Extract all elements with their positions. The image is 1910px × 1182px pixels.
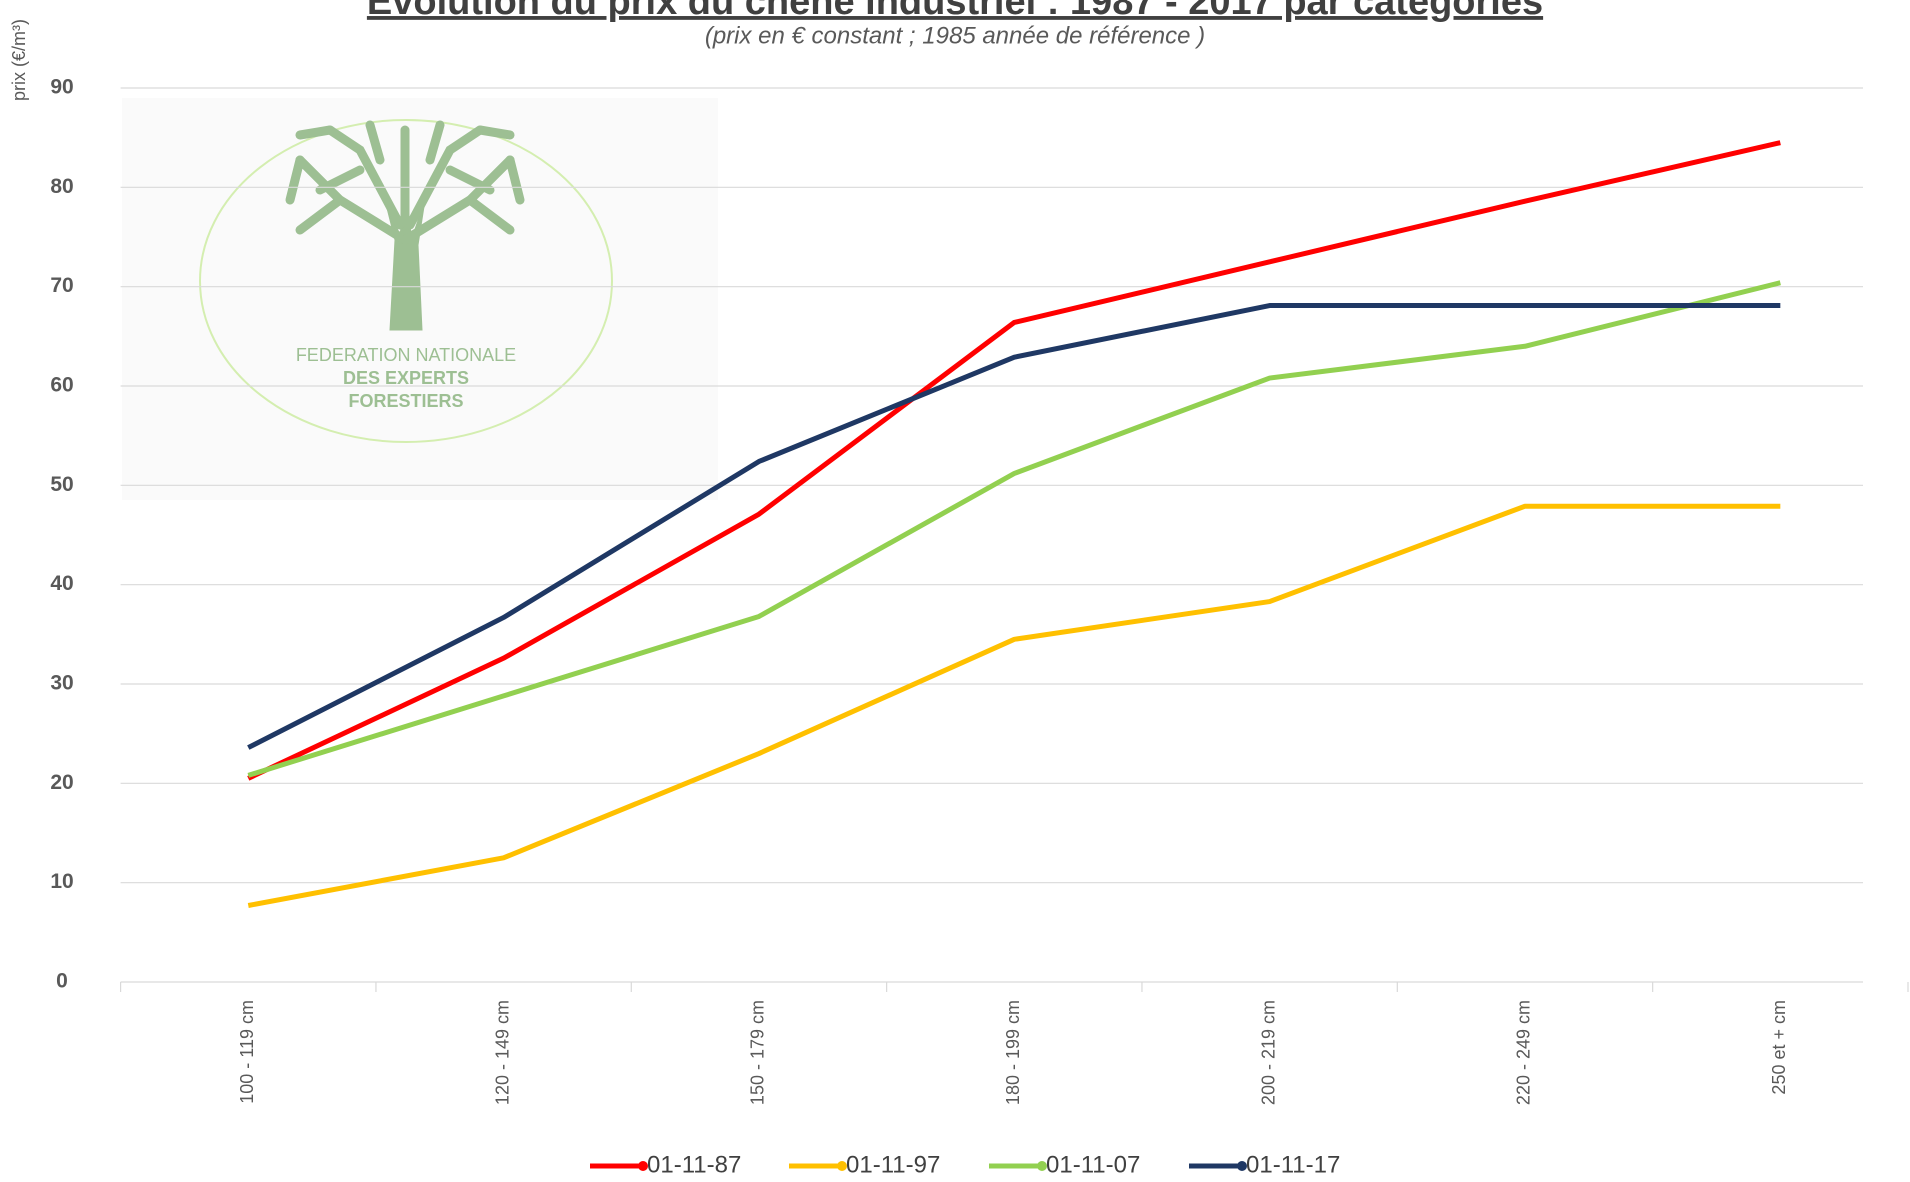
x-tick-label: 150 - 179 cm [748,1000,768,1105]
y-axis-label: prix (€/m³) [9,19,29,101]
legend-swatch-end [837,1161,847,1171]
legend-swatch-end [1037,1161,1047,1171]
x-tick-label: 220 - 249 cm [1514,1000,1534,1105]
y-tick-label: 80 [50,175,73,198]
y-tick-label: 90 [50,76,73,99]
line-series [247,280,1781,778]
line-series [247,303,1781,750]
y-tick-label: 50 [50,473,73,496]
x-tick-label: 180 - 199 cm [1003,1000,1023,1105]
x-tick-label: 120 - 149 cm [492,1000,512,1105]
x-tick-label: 250 et + cm [1769,1000,1789,1095]
logo-tree [285,120,525,331]
legend-label: 01-11-07 [1046,1151,1140,1178]
logo-text: FORESTIERS [348,391,463,411]
legend-label: 01-11-17 [1246,1151,1340,1178]
y-tick-label: 60 [50,374,73,397]
x-tick-label: 200 - 219 cm [1258,1000,1278,1105]
y-tick-label: 0 [56,970,68,993]
y-tick-label: 70 [50,274,73,297]
logo-text: DES EXPERTS [343,368,469,388]
logo-text: FEDERATION NATIONALE [296,345,516,365]
legend-swatch-end [1237,1161,1247,1171]
legend-label: 01-11-87 [647,1151,741,1178]
logo: FEDERATION NATIONALE DES EXPERTS FORESTI… [122,98,718,500]
chart-title: Evolution du prix du chêne industriel : … [367,0,1543,23]
chart-subtitle: (prix en € constant ; 1985 année de réfé… [705,22,1205,49]
legend-swatch-end [638,1161,648,1171]
y-tick-label: 10 [50,870,73,893]
y-tick-label: 40 [50,572,73,595]
x-tick-label: 100 - 119 cm [237,1000,257,1104]
line-series [247,140,1781,781]
y-tick-label: 20 [50,771,73,794]
logo-ellipse [199,119,613,443]
y-tick-label: 30 [50,672,73,695]
line-series [247,503,1781,908]
legend-label: 01-11-97 [846,1151,940,1178]
